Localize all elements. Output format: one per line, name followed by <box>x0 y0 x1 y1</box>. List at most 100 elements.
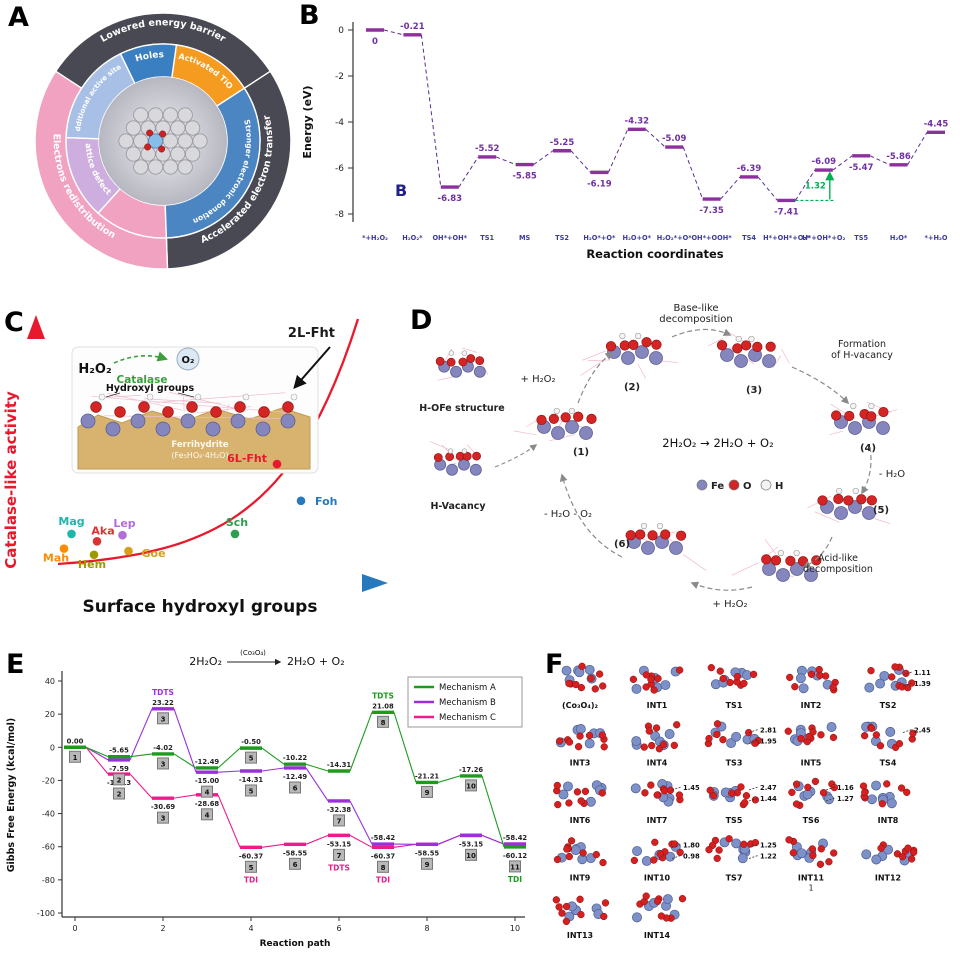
connector <box>85 746 109 775</box>
o-atom <box>556 737 564 745</box>
formation-2: of H-vacancy <box>831 350 893 361</box>
fe-atom <box>734 354 748 368</box>
legend-label-O: O <box>743 481 752 492</box>
o-atom <box>867 724 876 732</box>
fe-atom <box>255 421 271 437</box>
catalase-label: Catalase <box>117 374 168 386</box>
step-box <box>245 784 257 797</box>
substrate-atom <box>184 146 201 162</box>
connector <box>682 146 704 200</box>
distance-line <box>671 844 682 848</box>
o-atom <box>716 340 728 351</box>
connector <box>757 176 778 201</box>
energy-value-label: -5.52 <box>475 144 500 154</box>
o-atom <box>716 667 724 675</box>
legend-label: Mechanism B <box>439 698 496 708</box>
step-number: 4 <box>205 811 210 819</box>
energy-value-label: -6.09 <box>812 157 837 167</box>
x-tick-label: OH*+OH* <box>432 234 467 242</box>
panel-f-letter: F <box>545 649 564 680</box>
co-atom <box>664 729 675 739</box>
o-atom <box>565 852 573 861</box>
h-atom <box>447 448 454 454</box>
value-label: 0.00 <box>67 737 84 745</box>
structure-INT10 <box>630 838 684 866</box>
o-atom <box>859 782 868 790</box>
step-box <box>509 860 521 873</box>
substrate-atom <box>170 146 186 162</box>
x-axis-title: Surface hydroxyl groups <box>83 597 318 617</box>
o-atom <box>897 784 906 792</box>
title-left: 2H₂O₂ <box>189 655 222 668</box>
step-box <box>157 712 169 725</box>
o-atom <box>599 858 607 867</box>
o-atom <box>258 406 270 418</box>
co-atom <box>563 781 573 792</box>
energy-value-label: -6.83 <box>438 194 463 204</box>
connector <box>305 763 329 772</box>
o-atom <box>598 789 606 797</box>
o-atom <box>670 840 679 848</box>
fe-atom <box>155 421 171 437</box>
o2-bubble <box>176 347 200 371</box>
o-atom <box>817 495 828 506</box>
structure-label: TS2 <box>880 701 897 710</box>
co-atom <box>737 853 748 864</box>
o-atom <box>811 555 822 566</box>
connector <box>173 794 197 799</box>
x-tick-label: H₂O*+O* <box>583 234 616 242</box>
co-atom <box>731 838 742 849</box>
fe-atom <box>834 506 848 520</box>
legend-label-Fe: Fe <box>711 481 724 492</box>
substrate-atom <box>125 120 142 136</box>
value-label: -30.69 <box>151 803 176 811</box>
tag-TDI: TDI <box>376 875 390 884</box>
o-atom <box>809 851 817 860</box>
connector <box>437 775 461 783</box>
cycle-step-number: (5) <box>873 505 889 516</box>
tag-TDTS: TDTS <box>372 691 394 700</box>
o-atom <box>578 662 586 670</box>
data-point <box>272 459 282 469</box>
o-atom <box>737 783 745 791</box>
fe-atom <box>862 506 876 520</box>
step-box <box>465 848 477 861</box>
o-atom <box>657 912 666 920</box>
o-atom <box>744 728 753 737</box>
co-atom <box>871 780 882 791</box>
o-atom <box>804 783 812 791</box>
distance-line <box>748 740 759 744</box>
o-atom <box>656 850 664 858</box>
panel-c-letter: C <box>4 307 24 338</box>
co-atom <box>631 736 642 746</box>
fe-atom <box>790 562 804 576</box>
o-atom <box>891 663 899 671</box>
h-atom <box>850 402 857 410</box>
catalytic-cycle-diagram: H-OFe structure H-Vacancy (1) (2) (3) (4) (5) (… <box>419 303 905 610</box>
o-atom <box>765 341 776 352</box>
structure-TS6 <box>788 777 839 809</box>
o-atom <box>651 339 662 350</box>
co-atom <box>662 894 673 905</box>
o-atom <box>628 339 639 350</box>
structure-label: INT14 <box>644 931 671 940</box>
value-label: -60.37 <box>239 852 264 860</box>
h-atom <box>635 332 642 340</box>
x-axis-title: Reaction path <box>260 939 331 949</box>
structure-TS7 <box>705 835 760 864</box>
o-atom <box>660 529 671 540</box>
o-atom <box>816 860 825 868</box>
connector <box>261 747 285 765</box>
co-atom <box>561 665 572 676</box>
fe-atom <box>669 541 683 555</box>
o-atom <box>565 738 574 746</box>
cycle-structure-1 <box>513 407 597 442</box>
cycle-arrow <box>559 473 623 558</box>
o-atom <box>642 892 650 900</box>
o-atom <box>554 800 562 809</box>
connector <box>481 834 505 845</box>
o-atom <box>751 839 760 847</box>
x-tick-label: H₂O+O* <box>623 234 652 242</box>
o-atom <box>445 452 454 462</box>
